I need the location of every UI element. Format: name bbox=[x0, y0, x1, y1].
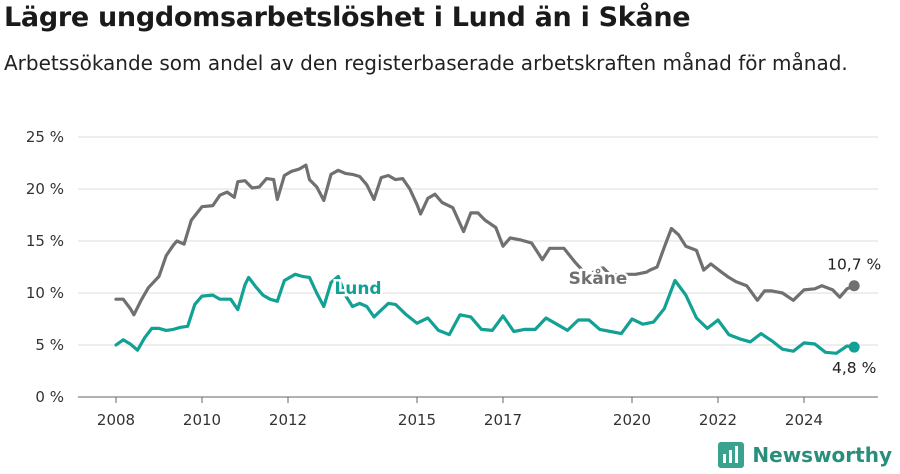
y-tick-label: 20 % bbox=[26, 180, 64, 198]
series-label-skne: Skåne bbox=[569, 267, 628, 289]
y-tick-label: 10 % bbox=[26, 284, 64, 302]
end-point-skne bbox=[848, 280, 860, 292]
x-tick-label: 2010 bbox=[183, 411, 221, 429]
y-tick-label: 15 % bbox=[26, 232, 64, 250]
end-label-lund: 4,8 % bbox=[832, 359, 876, 377]
chart-subtitle: Arbetssökande som andel av den registerb… bbox=[4, 51, 848, 75]
series-line-skne bbox=[114, 163, 856, 317]
x-tick-label: 2024 bbox=[785, 411, 823, 429]
x-tick-label: 2012 bbox=[269, 411, 307, 429]
y-tick-label: 0 % bbox=[35, 388, 64, 406]
end-label-skne: 10,7 % bbox=[827, 256, 881, 274]
brand-name: Newsworthy bbox=[752, 443, 892, 467]
x-tick-label: 2008 bbox=[97, 411, 135, 429]
x-tick-label: 2015 bbox=[398, 411, 436, 429]
newsworthy-logo: Newsworthy bbox=[718, 442, 892, 468]
newsworthy-icon bbox=[718, 442, 745, 468]
series-line-lund bbox=[114, 272, 856, 355]
series-layer bbox=[114, 163, 860, 355]
end-point-lund bbox=[848, 341, 860, 353]
x-tick-label: 2017 bbox=[484, 411, 522, 429]
x-tick-label: 2020 bbox=[613, 411, 651, 429]
label-layer: 10,7 % 4,8 % Skåne Lund bbox=[332, 256, 881, 377]
x-tick-label: 2022 bbox=[699, 411, 737, 429]
y-tick-label: 5 % bbox=[35, 336, 64, 354]
series-label-lund: Lund bbox=[334, 279, 381, 299]
y-tick-label: 25 % bbox=[26, 128, 64, 146]
grid-layer: 0 % 5 % 10 % 15 % 20 % 25 % 2008 2010 2012 2015 20… bbox=[26, 128, 878, 429]
chart-title: Lägre ungdomsarbetslöshet i Lund än i Sk… bbox=[4, 2, 691, 33]
